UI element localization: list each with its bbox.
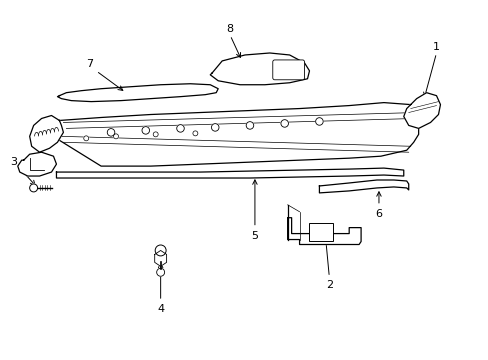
- Polygon shape: [210, 53, 309, 85]
- Circle shape: [192, 131, 198, 136]
- Circle shape: [30, 184, 38, 192]
- Circle shape: [142, 127, 149, 134]
- Circle shape: [280, 120, 288, 127]
- Circle shape: [107, 129, 115, 136]
- Text: 7: 7: [85, 59, 93, 69]
- Circle shape: [155, 245, 166, 256]
- Polygon shape: [57, 84, 218, 102]
- Circle shape: [83, 136, 88, 141]
- Text: 1: 1: [432, 42, 439, 52]
- Polygon shape: [319, 180, 408, 193]
- Polygon shape: [154, 251, 166, 266]
- Bar: [309, 223, 333, 240]
- Circle shape: [156, 268, 164, 276]
- Circle shape: [211, 123, 219, 131]
- Text: 5: 5: [251, 230, 258, 240]
- Circle shape: [176, 125, 184, 132]
- Circle shape: [153, 132, 158, 137]
- Polygon shape: [287, 218, 360, 244]
- Text: 3: 3: [10, 157, 17, 167]
- Circle shape: [315, 118, 323, 125]
- Circle shape: [245, 122, 253, 129]
- Text: 6: 6: [375, 209, 382, 219]
- Polygon shape: [56, 168, 403, 178]
- Polygon shape: [30, 116, 63, 152]
- Polygon shape: [18, 152, 56, 176]
- Text: 4: 4: [157, 304, 164, 314]
- Circle shape: [113, 134, 118, 139]
- Polygon shape: [403, 93, 440, 129]
- Text: 2: 2: [325, 280, 332, 290]
- Polygon shape: [60, 103, 418, 166]
- FancyBboxPatch shape: [272, 60, 304, 80]
- Text: 8: 8: [226, 24, 233, 34]
